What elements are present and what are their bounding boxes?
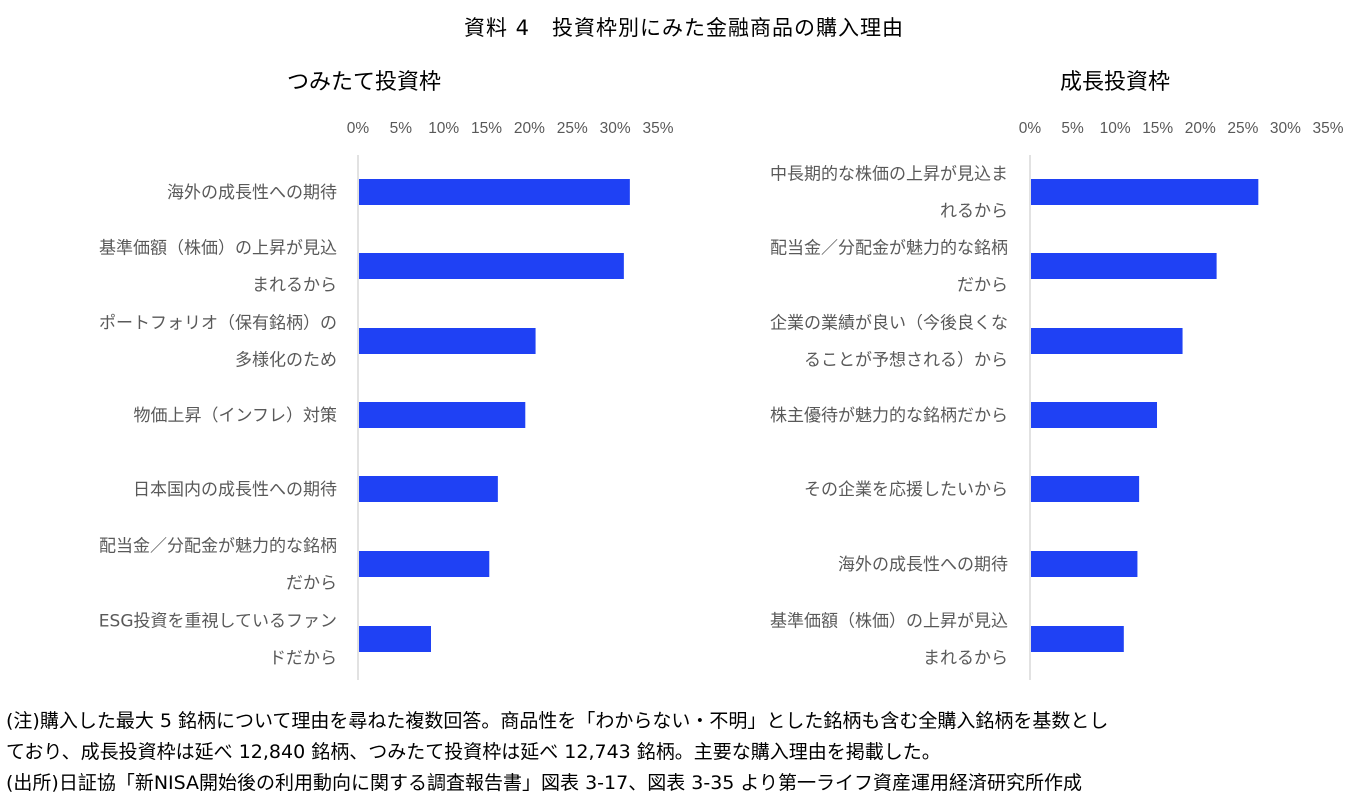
x-tick-label: 10% [1100,120,1131,137]
bar [359,179,630,205]
x-tick-label: 25% [1227,120,1258,137]
x-tick-label: 10% [428,120,459,137]
category-label: ポートフォリオ（保有銘柄）の [99,314,337,334]
x-tick-label: 0% [347,120,370,137]
bar [1031,253,1217,279]
category-label: 配当金／分配金が魅力的な銘柄 [770,239,1008,259]
x-tick-label: 25% [557,120,588,137]
category-label: 企業の業績が良い（今後良くな [770,314,1008,334]
category-label: ドだから [269,649,337,669]
bar-chart-tsumitate: 0% 5% 10% 15% 20% 25% 30% 35% 海外の成長性への期待基準価額（株価）… [99,120,674,680]
category-label: 海外の成長性への期待 [838,555,1008,575]
category-label: だから [286,574,337,594]
note-line: ており、成長投資枠は延べ 12,840 銘柄、つみたて投資枠は延べ 12,743… [6,741,941,763]
category-label: ESG投資を重視しているファン [99,612,337,632]
category-label: 株主優待が魅力的な銘柄だから [770,406,1008,426]
bar [1031,551,1138,577]
bar-chart-seicho: 0% 5% 10% 15% 20% 25% 30% 35% 中長期的な株価の上昇が見込まれるから… [770,120,1344,680]
bar [359,253,624,279]
category-label: その企業を応援したいから [804,480,1008,500]
bar [1031,402,1158,428]
category-label: れるから [940,202,1008,222]
category-label: 基準価額（株価）の上昇が見込 [770,612,1008,632]
chart-title-tsumitate: つみたて投資枠 [287,70,442,95]
x-tick-label: 35% [1312,120,1343,137]
bar [359,551,490,577]
category-label: 基準価額（株価）の上昇が見込 [99,239,337,259]
x-tick-label: 30% [1270,120,1301,137]
footnotes: (注)購入した最大 5 銘柄について理由を尋ねた複数回答。商品性を「わからない・… [6,706,1366,799]
category-label: ることが予想される）から [804,351,1008,371]
bar [359,626,431,652]
category-label: 配当金／分配金が魅力的な銘柄 [99,537,337,557]
bar [359,328,536,354]
note-line: (注)購入した最大 5 銘柄について理由を尋ねた複数回答。商品性を「わからない・… [6,710,1109,732]
x-tick-label: 15% [1142,120,1173,137]
category-label: 多様化のため [235,351,337,371]
category-label: だから [957,276,1008,296]
category-label: 日本国内の成長性への期待 [133,480,337,500]
bar [1031,179,1259,205]
category-label: まれるから [252,276,337,296]
page-title: 資料 4 投資枠別にみた金融商品の購入理由 [463,16,905,40]
bar [1031,328,1183,354]
x-tick-label: 20% [514,120,545,137]
category-label: まれるから [923,649,1008,669]
x-tick-label: 30% [600,120,631,137]
chart-title-seicho: 成長投資枠 [1060,70,1171,95]
bar [359,476,498,502]
category-label: 物価上昇（インフレ）対策 [134,406,338,426]
x-tick-label: 0% [1019,120,1042,137]
note-line: (出所)日証協「新NISA開始後の利用動向に関する調査報告書」図表 3-17、図… [6,772,1083,794]
x-tick-label: 15% [471,120,502,137]
category-label: 海外の成長性への期待 [167,183,337,203]
bar [1031,626,1124,652]
bar [1031,476,1140,502]
x-tick-label: 5% [1061,120,1084,137]
x-tick-label: 5% [390,120,413,137]
x-tick-label: 20% [1185,120,1216,137]
category-label: 中長期的な株価の上昇が見込ま [770,165,1008,185]
x-tick-label: 35% [642,120,673,137]
bar [359,402,526,428]
